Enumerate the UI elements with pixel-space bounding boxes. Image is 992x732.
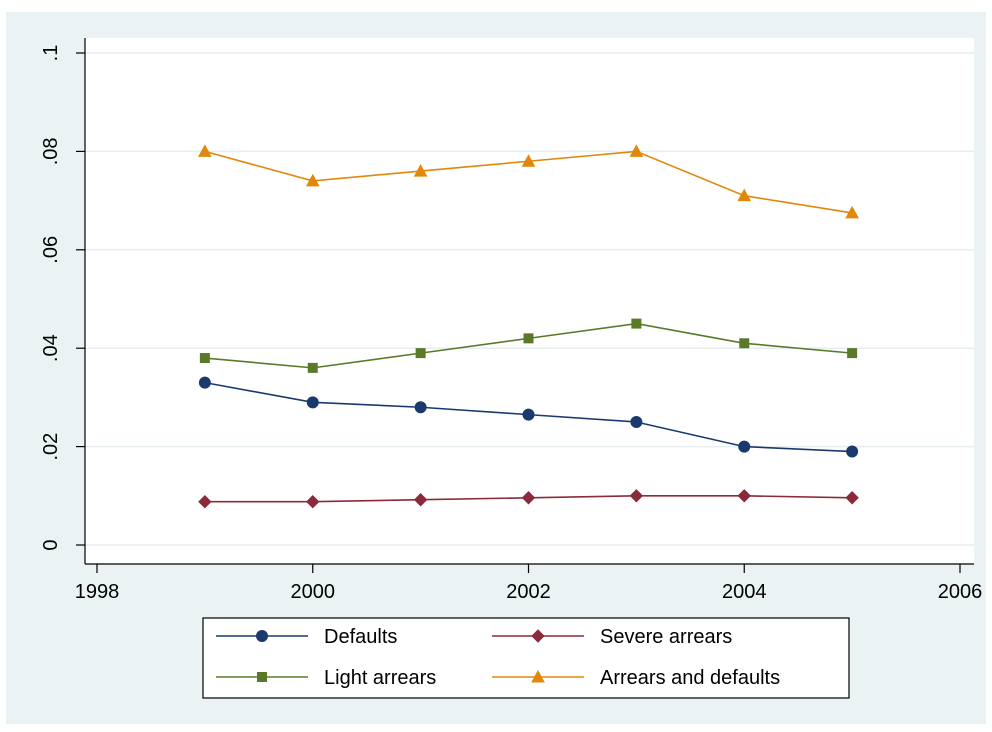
data-point [737, 489, 751, 503]
data-point [629, 144, 644, 157]
legend-marker [531, 629, 545, 643]
y-tick-label: .02 [40, 433, 62, 461]
data-point [521, 154, 536, 167]
data-point [738, 440, 751, 453]
x-tick-label: 2004 [722, 581, 767, 603]
data-point [630, 416, 643, 428]
data-point [845, 491, 859, 505]
data-point [413, 164, 428, 177]
data-point [521, 491, 536, 505]
data-point [198, 494, 212, 509]
data-point [199, 353, 210, 364]
y-tick-label: 0 [40, 539, 62, 550]
data-point [846, 445, 859, 458]
data-point [306, 396, 319, 409]
data-point [305, 173, 320, 187]
data-point [737, 188, 752, 202]
y-tick-label: .04 [40, 334, 62, 362]
legend-label: Defaults [324, 626, 397, 648]
data-point [847, 348, 858, 359]
data-point [414, 401, 427, 414]
series-0 [198, 376, 859, 458]
legend-item: Light arrears [216, 667, 436, 689]
legend: Defaults Severe arrears Light arrears Arrea… [202, 617, 850, 699]
data-point [198, 144, 212, 157]
legend-label: Severe arrears [600, 626, 732, 648]
series-3 [198, 144, 859, 219]
data-point [306, 494, 320, 509]
series-group [198, 144, 859, 509]
x-tick-label: 2006 [938, 581, 983, 603]
legend-marker [256, 630, 268, 642]
legend-item: Arrears and defaults [492, 667, 780, 689]
legend-item: Defaults [216, 626, 397, 648]
data-point [523, 333, 534, 344]
y-tick-label: .06 [40, 236, 62, 264]
data-point [413, 493, 428, 507]
axes: 0 .02 .04 .06 .08 .1 1998 2000 2002 2004 2006 [40, 38, 982, 603]
data-point [629, 489, 644, 503]
data-point [631, 318, 642, 329]
series-1 [198, 489, 859, 509]
legend-label: Light arrears [324, 667, 436, 689]
legend-item: Severe arrears [492, 626, 732, 648]
x-tick-label: 2002 [506, 581, 551, 603]
grid-lines [85, 52, 974, 546]
data-point [845, 205, 859, 219]
y-tick-label: .1 [40, 45, 62, 62]
series-2 [199, 318, 858, 373]
legend-marker [531, 669, 545, 683]
data-point [307, 362, 318, 373]
legend-label: Arrears and defaults [600, 667, 780, 689]
x-tick-label: 1998 [75, 581, 120, 603]
y-tick-label: .08 [40, 137, 62, 165]
data-point [739, 338, 750, 349]
legend-box [202, 617, 850, 699]
plot-area [85, 38, 974, 564]
data-point [198, 376, 211, 389]
data-point [522, 408, 535, 421]
x-tick-label: 2000 [291, 581, 336, 603]
legend-marker [257, 672, 267, 682]
data-point [415, 348, 426, 359]
